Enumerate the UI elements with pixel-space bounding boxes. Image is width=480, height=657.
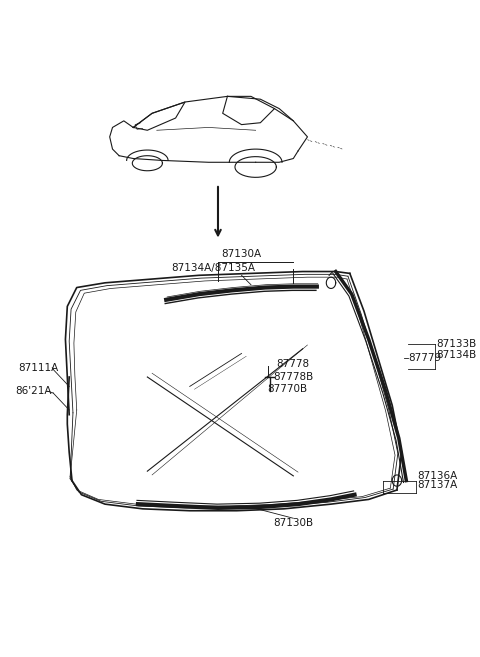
Text: 87779: 87779 [408,353,441,363]
Text: 87778B: 87778B [274,372,314,382]
Text: 87778: 87778 [276,359,310,369]
Text: 87130B: 87130B [273,518,313,528]
Text: 87130A: 87130A [221,249,262,260]
Text: 87111A: 87111A [18,363,59,373]
Text: 87137A: 87137A [418,480,458,490]
Text: 87133B: 87133B [436,339,477,349]
Text: 87134B: 87134B [436,350,477,360]
Text: 86'21A: 86'21A [15,386,52,396]
Text: 87134A/87135A: 87134A/87135A [171,263,255,273]
Text: 87770B: 87770B [267,384,307,394]
Text: 87136A: 87136A [418,470,458,480]
